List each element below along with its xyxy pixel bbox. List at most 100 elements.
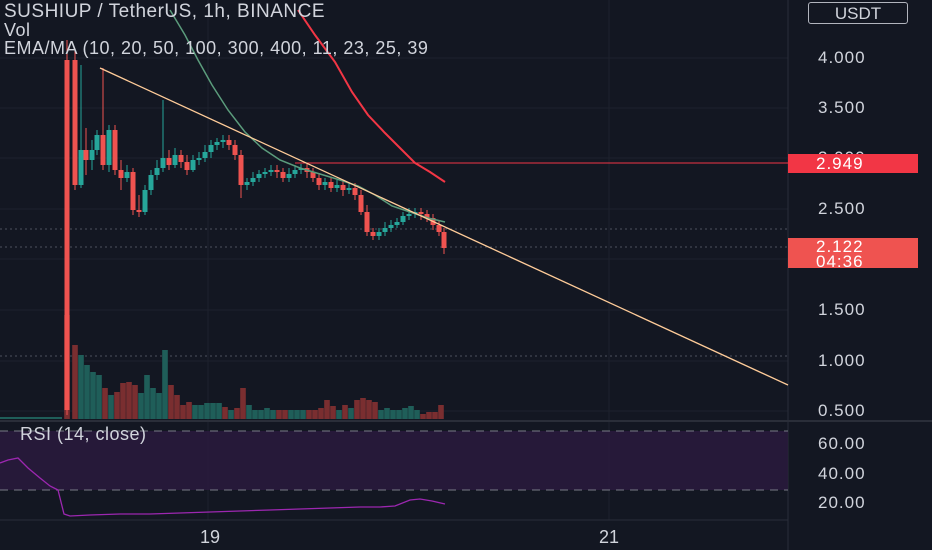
candle-body <box>358 195 364 212</box>
candle-body <box>196 158 202 160</box>
candle-body <box>340 185 346 190</box>
volume-bar <box>372 402 378 419</box>
volume-bar <box>348 408 354 419</box>
candle-body <box>382 228 388 232</box>
candle-body <box>72 60 78 185</box>
volume-bar <box>360 398 366 419</box>
volume-bar <box>396 410 402 419</box>
candle-body <box>280 172 286 178</box>
candle-body <box>83 150 89 160</box>
volume-legend[interactable]: Vol <box>4 20 31 40</box>
volume-bar <box>414 410 420 419</box>
volume-bar <box>318 408 324 419</box>
candle-body <box>106 130 112 165</box>
volume-bar <box>180 405 186 419</box>
candle-body <box>136 210 142 212</box>
volume-bar <box>90 372 96 419</box>
candle-body <box>190 160 196 170</box>
price-axis-label: 1.000 <box>818 351 866 370</box>
candle-body <box>388 225 394 228</box>
ema-ma-legend[interactable]: EMA/MA (10, 20, 50, 100, 300, 400, 11, 2… <box>4 38 429 58</box>
candle-body <box>334 185 340 188</box>
volume-bar <box>366 400 372 419</box>
price-axis-label: 4.000 <box>818 48 866 67</box>
volume-bar <box>294 410 300 419</box>
volume-bar <box>420 414 426 419</box>
rsi-line <box>0 457 446 517</box>
candle-body <box>262 172 268 174</box>
volume-bar <box>246 405 252 419</box>
candle-body <box>172 155 178 165</box>
volume-bar <box>390 410 396 419</box>
candle-body <box>346 188 352 190</box>
volume-bar <box>108 395 114 419</box>
candle-body <box>220 140 226 142</box>
candle-body <box>124 172 130 178</box>
volume-bar <box>306 410 312 419</box>
volume-bar <box>72 345 78 419</box>
volume-bar <box>144 375 150 419</box>
volume-bar <box>174 395 180 419</box>
trendline[interactable] <box>99 67 789 386</box>
candle-body <box>202 152 208 158</box>
price-axis-label: 1.500 <box>818 300 866 319</box>
symbol-title[interactable]: SUSHIUP / TetherUS, 1h, BINANCE <box>4 1 326 22</box>
rsi-axis-label: 20.00 <box>818 493 866 512</box>
volume-bar <box>282 410 288 419</box>
candle-body <box>89 150 95 160</box>
candle-body <box>376 232 382 236</box>
volume-bar <box>126 382 132 419</box>
rsi-band <box>0 431 788 490</box>
candle-body <box>292 170 298 174</box>
volume-bar <box>234 408 240 419</box>
candle-body <box>184 162 190 170</box>
candle-body <box>100 135 106 165</box>
volume-bar <box>330 406 336 419</box>
volume-bar <box>198 405 204 419</box>
volume-bar <box>402 408 408 419</box>
volume-bar <box>336 410 342 419</box>
candle-body <box>178 155 184 162</box>
rsi-axis-label: 40.00 <box>818 464 866 483</box>
candle-body <box>406 214 412 216</box>
currency-button[interactable]: USDT <box>808 2 908 24</box>
time-axis-label: 21 <box>599 527 620 547</box>
candle-body <box>214 142 220 145</box>
volume-bar <box>312 410 318 419</box>
price-axis-label: 2.500 <box>818 199 866 218</box>
candle-body <box>238 155 244 185</box>
candle-body <box>268 170 274 172</box>
volume-bar <box>204 403 210 419</box>
volume-bar <box>216 403 222 419</box>
candle-body <box>232 145 238 155</box>
candle-body <box>112 130 118 170</box>
moving-average-green <box>169 9 446 223</box>
volume-bar <box>84 365 90 419</box>
candle-body <box>436 225 442 232</box>
volume-bar <box>354 400 360 419</box>
candle-body <box>160 158 166 168</box>
rsi-legend[interactable]: RSI (14, close) <box>20 424 147 444</box>
candle-body <box>256 174 262 178</box>
candle-body <box>310 172 316 178</box>
candle-body <box>250 178 256 182</box>
candle-body <box>316 178 322 185</box>
last-price-value: 2.122 <box>816 237 864 256</box>
candle-body <box>328 182 334 188</box>
volume-bar <box>252 410 258 419</box>
volume-bar <box>162 350 168 419</box>
volume-bar <box>210 403 216 419</box>
candle-body <box>64 60 70 410</box>
volume-bar <box>114 392 120 419</box>
candle-body <box>441 232 447 248</box>
volume-bar <box>120 383 126 419</box>
volume-bar <box>264 408 270 419</box>
candle-body <box>244 182 250 185</box>
volume-bar <box>408 406 414 419</box>
candle-body <box>226 140 232 145</box>
candle-body <box>78 150 84 185</box>
volume-bar <box>276 410 282 419</box>
candle-body <box>322 182 328 185</box>
candlesticks <box>64 40 447 415</box>
